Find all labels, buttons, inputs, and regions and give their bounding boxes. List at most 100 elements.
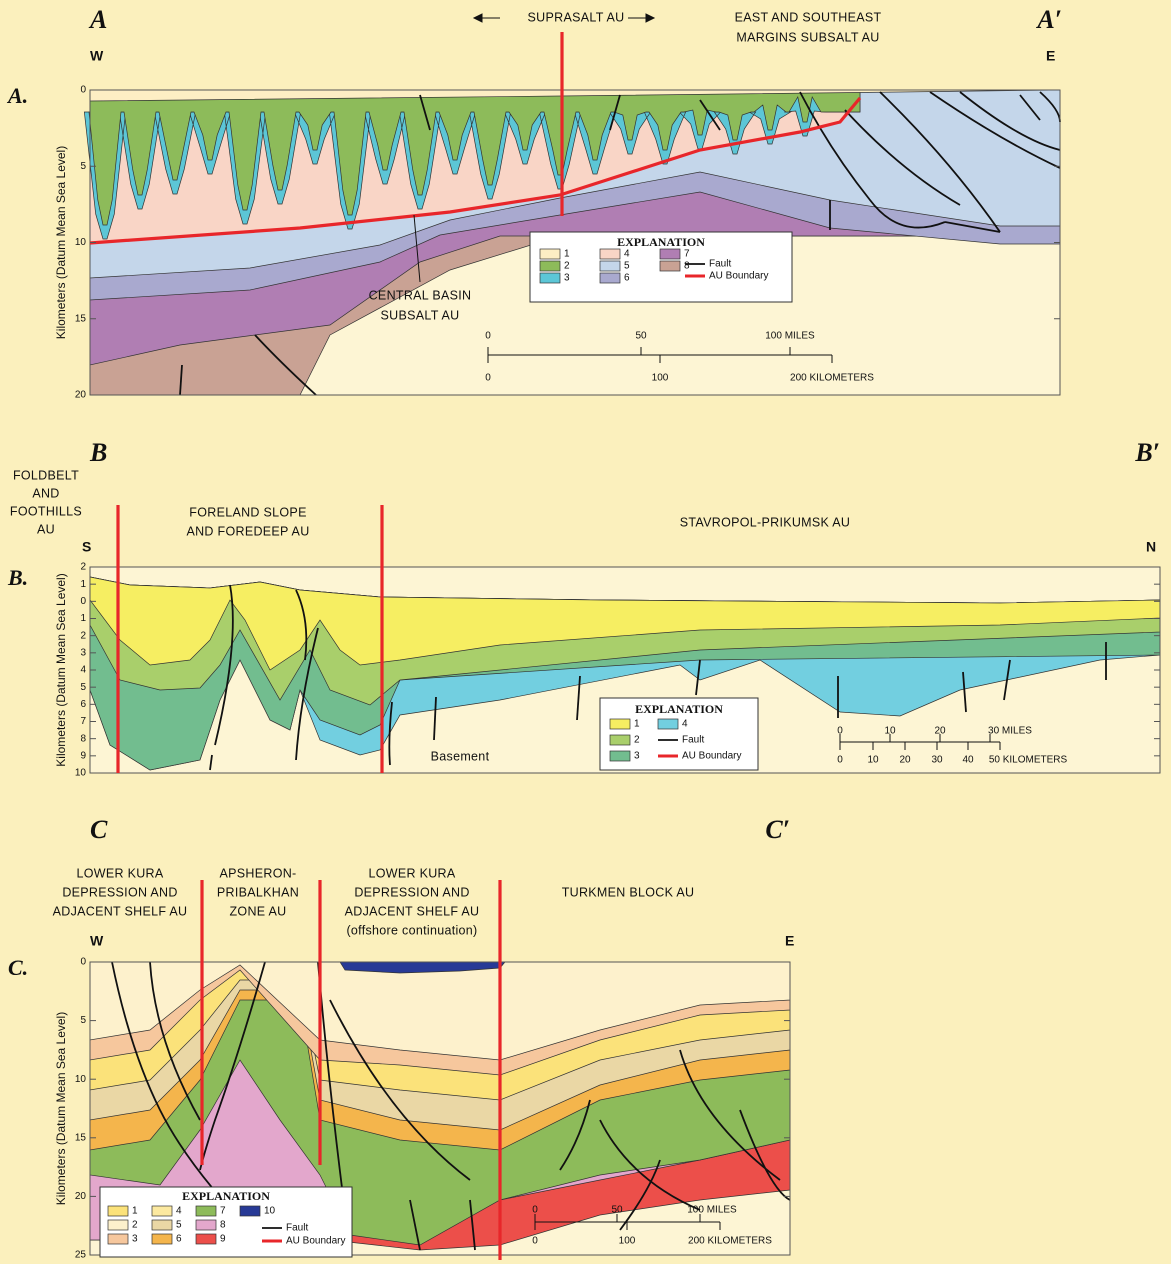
depth-tick-label: 4 bbox=[80, 665, 86, 676]
axis-label: Kilometers (Datum Mean Sea Level) bbox=[54, 573, 68, 766]
direction-west: S bbox=[82, 539, 91, 555]
legend-label: AU Boundary bbox=[286, 1236, 345, 1247]
depth-tick-label: 5 bbox=[80, 682, 86, 693]
scale-label: 200 KILOMETERS bbox=[688, 1236, 772, 1247]
scale-label: 0 bbox=[485, 373, 491, 384]
legend-label: AU Boundary bbox=[682, 751, 741, 762]
au-label: APSHERON- bbox=[219, 866, 296, 880]
scale-label: 100 bbox=[619, 1236, 636, 1247]
au-label: TURKMEN BLOCK AU bbox=[562, 885, 695, 899]
legend-swatch bbox=[196, 1220, 216, 1230]
legend-swatch bbox=[660, 261, 680, 271]
au-label: AND bbox=[32, 486, 59, 500]
legend-label: 9 bbox=[220, 1234, 226, 1245]
legend-swatch bbox=[196, 1234, 216, 1244]
au-label: LOWER KURA bbox=[368, 866, 455, 880]
scale-label: 10 bbox=[867, 755, 879, 766]
scale-label: 0 bbox=[837, 726, 843, 737]
au-label: SUBSALT AU bbox=[381, 308, 460, 322]
au-label: ADJACENT SHELF AU bbox=[345, 904, 480, 918]
legend-swatch bbox=[196, 1206, 216, 1216]
panel-label: A. bbox=[6, 83, 28, 108]
depth-tick-label: 9 bbox=[80, 750, 86, 761]
cross-sections: 05101520Kilometers (Datum Mean Sea Level… bbox=[0, 0, 1171, 1264]
legend-label: Fault bbox=[709, 259, 731, 270]
au-label: FOOTHILLS bbox=[10, 504, 82, 518]
section-start: A bbox=[88, 5, 107, 34]
explanation-title: EXPLANATION bbox=[617, 235, 705, 249]
axis-label: Kilometers (Datum Mean Sea Level) bbox=[54, 146, 68, 339]
au-label: LOWER KURA bbox=[76, 866, 163, 880]
legend-label: 5 bbox=[624, 261, 630, 272]
legend-swatch bbox=[540, 273, 560, 283]
legend-label: 8 bbox=[684, 261, 690, 272]
legend-label: 6 bbox=[176, 1234, 182, 1245]
legend-label: 3 bbox=[132, 1234, 138, 1245]
legend-swatch bbox=[658, 719, 678, 729]
section-end: B′ bbox=[1134, 438, 1160, 467]
au-label: DEPRESSION AND bbox=[62, 885, 177, 899]
depth-tick-label: 5 bbox=[80, 1015, 86, 1026]
explanation-title: EXPLANATION bbox=[182, 1189, 270, 1203]
scale-label: 30 bbox=[931, 755, 943, 766]
legend-swatch bbox=[600, 273, 620, 283]
au-label: ZONE AU bbox=[230, 904, 287, 918]
au-label: EAST AND SOUTHEAST bbox=[735, 10, 882, 24]
legend-swatch bbox=[610, 735, 630, 745]
au-label: FORELAND SLOPE bbox=[189, 505, 306, 519]
scale-label: 10 bbox=[884, 726, 896, 737]
scale-label: 40 bbox=[962, 755, 974, 766]
direction-east: E bbox=[785, 933, 794, 949]
legend-swatch bbox=[540, 249, 560, 259]
legend-swatch bbox=[540, 261, 560, 271]
legend-swatch bbox=[240, 1206, 260, 1216]
panel-label: B. bbox=[7, 565, 28, 590]
legend-label: AU Boundary bbox=[709, 271, 768, 282]
au-label: ADJACENT SHELF AU bbox=[53, 904, 188, 918]
legend-label: 4 bbox=[176, 1206, 182, 1217]
legend-label: 2 bbox=[132, 1220, 138, 1231]
depth-tick-label: 0 bbox=[80, 85, 86, 96]
section-end: A′ bbox=[1035, 5, 1062, 34]
direction-east: N bbox=[1146, 539, 1156, 555]
explanation-title: EXPLANATION bbox=[635, 702, 723, 716]
scale-label: 50 KILOMETERS bbox=[989, 755, 1068, 766]
au-label: STAVROPOL-PRIKUMSK AU bbox=[680, 515, 850, 529]
legend-swatch bbox=[660, 249, 680, 259]
legend-label: 2 bbox=[634, 735, 640, 746]
direction-east: E bbox=[1046, 48, 1055, 64]
depth-tick-label: 7 bbox=[80, 716, 86, 727]
section-start: B bbox=[89, 438, 107, 467]
depth-tick-label: 0 bbox=[80, 957, 86, 968]
depth-tick-label: 5 bbox=[80, 161, 86, 172]
axis-label: Kilometers (Datum Mean Sea Level) bbox=[54, 1012, 68, 1205]
legend-label: 4 bbox=[624, 249, 630, 260]
legend-swatch bbox=[600, 249, 620, 259]
legend-label: 4 bbox=[682, 719, 688, 730]
legend-label: 8 bbox=[220, 1220, 226, 1231]
depth-tick-label: 1 bbox=[80, 579, 86, 590]
scale-label: 30 MILES bbox=[988, 726, 1032, 737]
au-label: FOLDBELT bbox=[13, 468, 79, 482]
au-label: DEPRESSION AND bbox=[354, 885, 469, 899]
legend-label: Fault bbox=[286, 1223, 308, 1234]
depth-tick-label: 15 bbox=[75, 313, 87, 324]
scale-label: 100 MILES bbox=[765, 331, 815, 342]
scale-label: 50 bbox=[611, 1205, 623, 1216]
scale-label: 100 MILES bbox=[687, 1205, 737, 1216]
depth-tick-label: 15 bbox=[75, 1132, 87, 1143]
au-label: MARGINS SUBSALT AU bbox=[736, 30, 879, 44]
scale-label: 0 bbox=[532, 1236, 538, 1247]
depth-tick-label: 8 bbox=[80, 733, 86, 744]
scale-label: 0 bbox=[532, 1205, 538, 1216]
legend-label: Fault bbox=[682, 735, 704, 746]
au-label: AU bbox=[37, 522, 55, 536]
legend-label: 5 bbox=[176, 1220, 182, 1231]
direction-west: W bbox=[90, 933, 104, 949]
au-label: CENTRAL BASIN bbox=[369, 288, 472, 302]
panel-label: C. bbox=[8, 955, 28, 980]
legend-label: 3 bbox=[564, 273, 570, 284]
section-end: C′ bbox=[765, 815, 790, 844]
direction-west: W bbox=[90, 48, 104, 64]
legend-swatch bbox=[108, 1234, 128, 1244]
